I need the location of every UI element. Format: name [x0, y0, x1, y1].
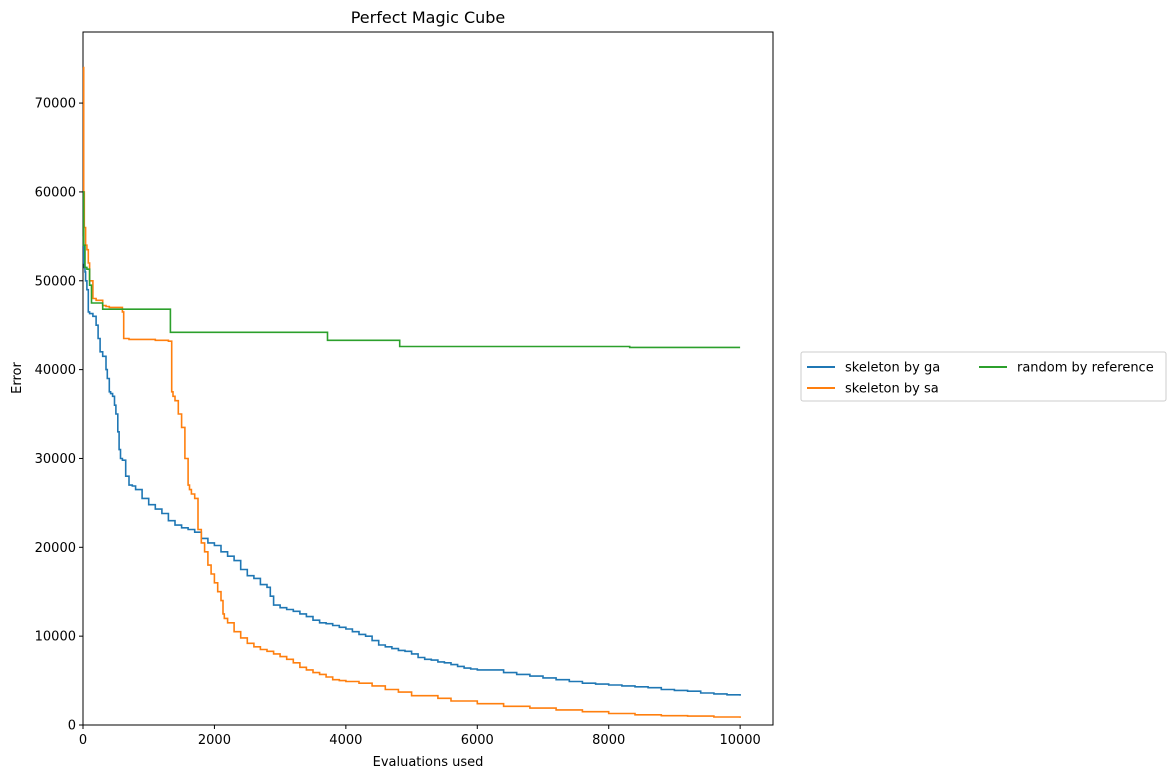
legend: skeleton by ga skeleton by sa random by re…	[800, 351, 1167, 402]
series-line-skeleton-by-sa	[82, 66, 741, 718]
series-line-skeleton-by-ga	[82, 235, 741, 696]
y-tick-label: 30000	[35, 452, 76, 467]
series-lines	[82, 66, 741, 718]
x-tick-label: 2000	[198, 733, 231, 748]
axis-ticks: 0 2000 4000 6000 8000 10000 0 10000 20000 30000 40…	[35, 97, 761, 748]
plot-area	[82, 31, 774, 726]
legend-label: skeleton by sa	[845, 382, 939, 397]
y-tick-label: 10000	[35, 630, 76, 645]
x-tick-label: 8000	[592, 733, 625, 748]
legend-label: random by reference	[1017, 361, 1154, 376]
series-line-random-by-reference	[82, 191, 741, 349]
y-tick-label: 70000	[35, 97, 76, 112]
y-tick-label: 60000	[35, 185, 76, 200]
legend-frame	[800, 351, 1167, 402]
legend-label: skeleton by ga	[845, 361, 940, 376]
y-tick-label: 40000	[35, 363, 76, 378]
x-tick-label: 10000	[719, 733, 760, 748]
y-tick-label: 20000	[35, 541, 76, 556]
chart-title: Perfect Magic Cube	[351, 8, 506, 27]
y-axis-label: Error	[10, 362, 25, 394]
x-axis-label: Evaluations used	[373, 755, 484, 770]
x-tick-label: 0	[79, 733, 87, 748]
x-tick-label: 4000	[329, 733, 362, 748]
y-tick-label: 0	[68, 719, 76, 734]
y-tick-label: 50000	[35, 274, 76, 289]
x-tick-label: 6000	[461, 733, 494, 748]
